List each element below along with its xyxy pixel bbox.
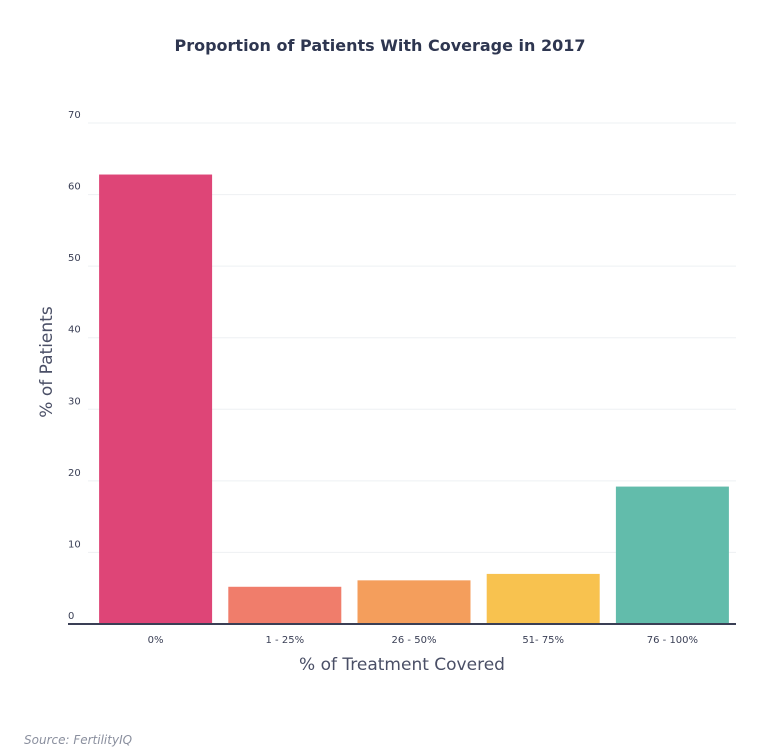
- y-tick-label: 30: [68, 396, 81, 407]
- x-axis-label: % of Treatment Covered: [299, 655, 505, 675]
- y-axis-label: % of Patients: [37, 306, 57, 418]
- y-tick-label: 70: [68, 110, 81, 121]
- y-tick-label: 40: [68, 325, 81, 336]
- y-tick-label: 10: [68, 539, 81, 550]
- bar-0: [99, 174, 213, 624]
- chart-title: Proportion of Patients With Coverage in …: [174, 36, 585, 55]
- y-tick-label: 20: [68, 468, 81, 479]
- bar-4: [615, 486, 729, 624]
- bars: [99, 174, 729, 624]
- y-tick-label: 60: [68, 182, 81, 193]
- y-tick-label: 50: [68, 253, 81, 264]
- source-note: Source: FertilityIQ: [24, 733, 132, 747]
- y-axis-ticks: 0 10 20 30 40 50 60 70: [68, 110, 81, 622]
- x-tick-label: 26 - 50%: [392, 635, 437, 646]
- y-tick-label: 0: [68, 611, 74, 622]
- bar-2: [357, 580, 471, 624]
- x-axis-ticks: 0% 1 - 25% 26 - 50% 51- 75% 76 - 100%: [148, 635, 698, 646]
- bar-3: [486, 573, 600, 624]
- bar-1: [228, 586, 342, 624]
- x-tick-label: 1 - 25%: [266, 635, 305, 646]
- x-tick-label: 0%: [148, 635, 164, 646]
- x-tick-label: 51- 75%: [522, 635, 564, 646]
- x-tick-label: 76 - 100%: [647, 635, 698, 646]
